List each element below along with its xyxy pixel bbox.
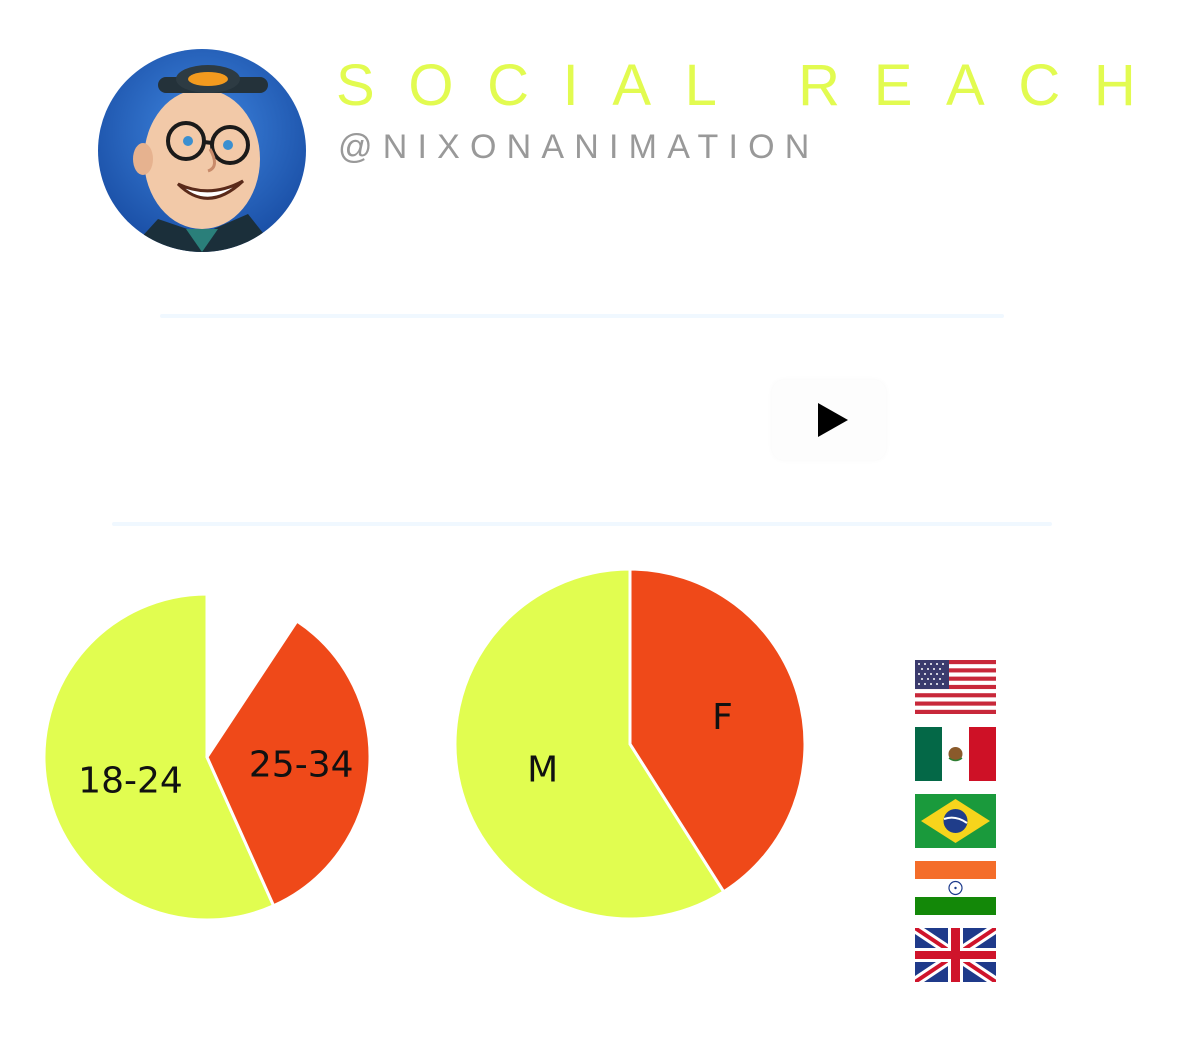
cartoon-avatar-icon bbox=[98, 49, 306, 252]
avatar bbox=[98, 49, 306, 252]
pie-slice-18-24 bbox=[42, 592, 276, 922]
brazil-flag-icon bbox=[915, 794, 996, 848]
pie-label: F bbox=[712, 697, 733, 738]
pie-label: 18-24 bbox=[78, 760, 183, 801]
uk-flag-icon bbox=[915, 928, 996, 982]
account-handle: @NIXONANIMATION bbox=[338, 128, 820, 166]
top-countries-list bbox=[915, 660, 996, 995]
divider bbox=[160, 314, 1004, 318]
pie-slice-25-34 bbox=[205, 618, 372, 908]
pie-slice-m bbox=[453, 567, 726, 921]
pie-label: 25-34 bbox=[249, 745, 354, 786]
pie-label: M bbox=[527, 749, 558, 790]
play-icon bbox=[818, 403, 848, 437]
india-flag-icon bbox=[915, 861, 996, 915]
page-title: SOCIAL REACH bbox=[336, 53, 1170, 118]
pie-slice-f bbox=[628, 567, 807, 894]
us-flag-icon bbox=[915, 660, 996, 714]
mexico-flag-icon bbox=[915, 727, 996, 781]
divider bbox=[112, 522, 1052, 526]
play-button[interactable] bbox=[772, 380, 886, 460]
